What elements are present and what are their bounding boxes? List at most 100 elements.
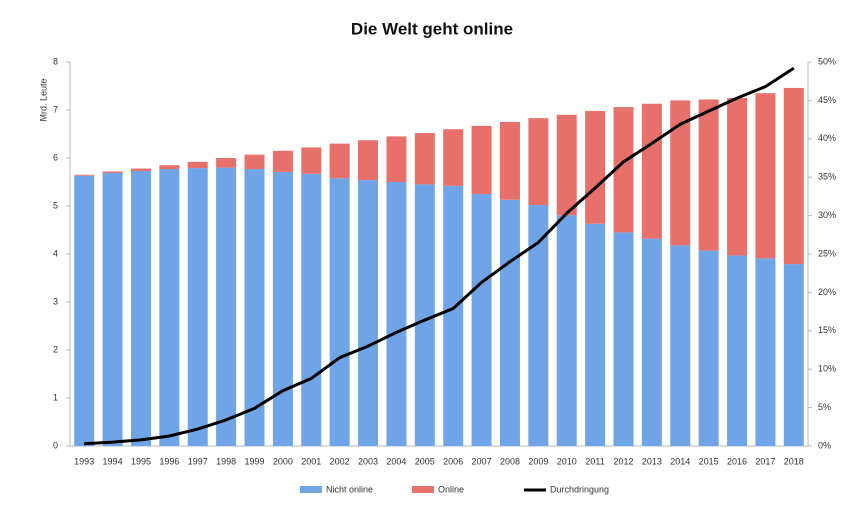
bar [755,93,776,259]
x-tick-label: 1998 [216,456,236,466]
bar [216,167,237,446]
x-tick-label: 2003 [358,456,378,466]
legend-label: Nicht online [326,484,373,494]
y2-tick-label: 50% [818,56,836,66]
x-tick-label: 2004 [386,456,406,466]
y2-tick-label: 30% [818,210,836,220]
bar [358,180,379,446]
bar [670,245,691,446]
y2-tick-label: 10% [818,364,836,374]
bar [556,215,577,446]
bar [698,250,719,446]
bar [585,110,606,224]
y2-tick-label: 45% [818,95,836,105]
bar [613,232,634,446]
bar [301,147,322,174]
bar [499,199,520,446]
y-tick-label: 1 [53,392,58,402]
bar [130,168,151,171]
bar [159,165,180,170]
bar [471,125,492,194]
x-tick-label: 2008 [500,456,520,466]
bar [414,184,435,446]
x-tick-label: 2006 [443,456,463,466]
y2-tick-label: 40% [818,133,836,143]
x-tick-label: 2009 [528,456,548,466]
y-tick-label: 3 [53,296,58,306]
bar [641,238,662,446]
x-tick-label: 1999 [244,456,264,466]
y-axis-label: Mrd. Leute [38,78,48,121]
bar [329,143,350,179]
bar [783,264,804,446]
x-tick-label: 2012 [613,456,633,466]
y2-tick-label: 15% [818,325,836,335]
bar [216,158,237,168]
x-tick-label: 2005 [415,456,435,466]
x-tick-label: 1993 [74,456,94,466]
bar [727,98,748,256]
bar [272,150,293,172]
bar [585,223,606,446]
x-tick-label: 1995 [131,456,151,466]
bar [613,107,634,233]
x-tick-label: 1994 [103,456,123,466]
legend-label: Durchdringung [550,484,609,494]
y-tick-label: 5 [53,200,58,210]
bar [755,258,776,446]
y-tick-label: 7 [53,104,58,114]
bar [528,205,549,446]
y-tick-label: 8 [53,56,58,66]
bar [556,114,577,216]
y2-tick-label: 5% [818,402,831,412]
bar [727,255,748,446]
bar [159,169,180,447]
bar [74,174,95,176]
bar [471,194,492,446]
y2-tick-label: 0% [818,440,831,450]
bar [386,136,407,182]
y-tick-label: 4 [53,248,58,258]
x-tick-label: 2014 [670,456,690,466]
bar [74,175,95,446]
x-tick-label: 2018 [784,456,804,466]
x-tick-label: 2015 [699,456,719,466]
bar [698,99,719,251]
bar [329,178,350,446]
y-tick-label: 0 [53,440,58,450]
legend-swatch [300,486,322,493]
x-tick-label: 2016 [727,456,747,466]
bar [499,122,520,200]
bar [272,171,293,447]
x-tick-label: 2000 [273,456,293,466]
bar [641,103,662,239]
x-tick-label: 2011 [585,456,604,466]
bar [187,168,208,446]
bar [301,173,322,446]
bar [528,118,549,206]
bar [102,171,123,173]
y-tick-label: 6 [53,152,58,162]
x-tick-label: 2017 [755,456,775,466]
legend-swatch [412,486,434,493]
y-tick-label: 2 [53,344,58,354]
bar [443,129,464,186]
bar [386,182,407,446]
bar [414,133,435,185]
chart-title: Die Welt geht online [351,19,513,38]
y2-tick-label: 20% [818,287,836,297]
bar [244,154,265,170]
x-tick-label: 2001 [301,456,321,466]
line [84,66,795,446]
bar [187,161,208,169]
x-tick-label: 1996 [159,456,179,466]
bar [244,169,265,447]
bar [783,87,804,265]
x-tick-label: 1997 [188,456,208,466]
legend-label: Online [438,484,464,494]
x-tick-label: 2002 [330,456,350,466]
bar [102,172,123,446]
x-tick-label: 2010 [557,456,577,466]
bar [670,100,691,246]
